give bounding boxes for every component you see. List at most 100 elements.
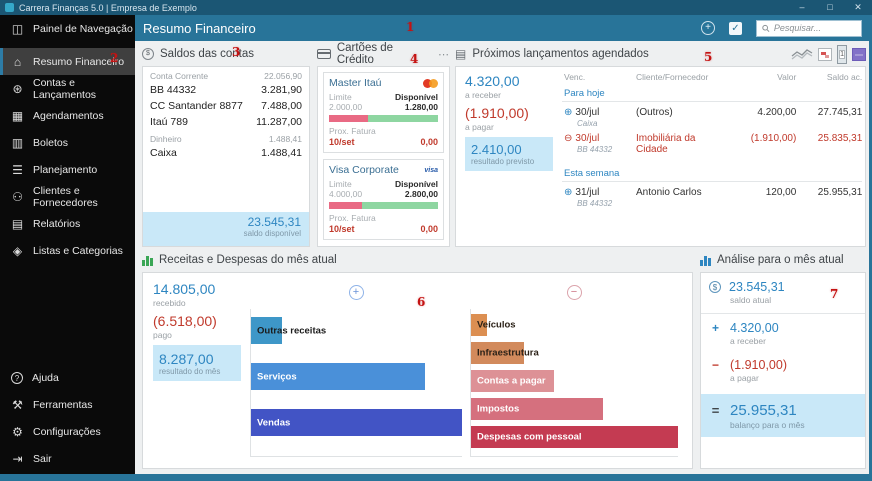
sidebar-item-sair[interactable]: ⇥ Sair	[12, 451, 52, 466]
bar-despesas-com-pessoal: Despesas com pessoal	[471, 426, 678, 448]
equals-icon: =	[711, 403, 720, 418]
exit-icon: ⇥	[12, 451, 23, 466]
limit-usage-bar	[329, 202, 438, 209]
blue-chart-icon	[700, 254, 711, 266]
accounts-panel-title: Saldos das contas	[160, 48, 254, 60]
calendar-appointments-icon[interactable]	[818, 47, 833, 61]
callout-2: 2	[110, 51, 119, 65]
sidebar-item-ferramentas[interactable]: ⚒ Ferramentas	[12, 397, 93, 412]
bar-infraestrutura: Infraestrutura	[471, 342, 539, 364]
sidebar-item-agendamentos[interactable]: ▦ Agendamentos	[11, 108, 104, 123]
income-expense-panel: Receitas e Despesas do mês atual 14.805,…	[142, 252, 693, 469]
group-label-this-week: Esta semana	[562, 165, 863, 182]
sidebar-item-ajuda[interactable]: ? Ajuda	[0, 364, 135, 391]
received-value: 14.805,00	[153, 281, 216, 297]
income-icon: ⊕	[564, 106, 573, 118]
table-row[interactable]: ⊕ 31/jul BB 44332 Antonio Carlos 120,00 …	[564, 186, 863, 208]
income-icon: ⊕	[564, 186, 573, 198]
tools-icon: ⚒	[12, 397, 23, 412]
search-input[interactable]	[773, 23, 856, 33]
sidebar-item-relatorios[interactable]: ▤ Relatórios	[11, 216, 81, 231]
payable-value: (1.910,00)	[465, 105, 529, 121]
tasks-check-icon[interactable]: ✓	[729, 21, 742, 35]
bar-servicos: Serviços	[251, 363, 426, 390]
expense-chart: − Veículos Infraestrutura Contas a pagar…	[470, 285, 678, 465]
account-group-header: Dinheiro 1.488,41	[150, 134, 302, 144]
forecast-result: 2.410,00 resultado previsto	[465, 137, 553, 171]
credit-cards-panel: Cartões de Crédito ⋯ Master Itaú Limite …	[317, 42, 450, 247]
analysis-panel-title: Análise para o mês atual	[717, 254, 844, 266]
sidebar-item-planejamento[interactable]: ☰ Planejamento	[12, 162, 98, 177]
more-menu-icon[interactable]: ⋯	[438, 48, 450, 61]
trend-icon[interactable]	[791, 48, 813, 60]
analysis-row-a-receber: + 4.320,00 a receber	[701, 314, 865, 351]
bar-outras-receitas: Outras receitas	[251, 317, 326, 344]
table-row[interactable]: ⊖ 30/jul BB 44332 Imobiliária da Cidade …	[564, 132, 863, 155]
calendar-day-view-selected[interactable]: 1	[837, 44, 847, 64]
sidebar-item-resumo-financeiro[interactable]: ⌂ Resumo Financeiro	[0, 48, 135, 75]
sidebar-item-contas-e-lancamentos[interactable]: ⊛ Contas e Lançamentos	[12, 76, 97, 101]
account-row[interactable]: CC Santander 8877 7.488,00	[150, 100, 302, 112]
table-header: Venc. Cliente/Fornecedor Valor Saldo ac.	[564, 72, 863, 82]
sidebar-item-configuracoes[interactable]: ⚙ Configurações	[12, 424, 101, 439]
credit-card-icon	[317, 49, 331, 59]
tag-icon: ◈	[12, 243, 23, 258]
sidebar-item-boletos[interactable]: ▥ Boletos	[11, 135, 69, 150]
page-title: Resumo Financeiro	[143, 20, 256, 36]
home-icon: ⌂	[13, 54, 22, 69]
bar-impostos: Impostos	[471, 398, 603, 420]
account-row[interactable]: Caixa 1.488,41	[150, 147, 302, 159]
app-icon	[5, 3, 14, 12]
close-button[interactable]: ✕	[854, 2, 862, 12]
table-row[interactable]: ⊕ 30/jul Caixa (Outros) 4.200,00 27.745,…	[564, 106, 863, 128]
schedule-summary: 4.320,00 a receber (1.910,00) a pagar 2.…	[456, 67, 556, 246]
analysis-row-saldo-atual: $ 23.545,31 saldo atual	[701, 273, 865, 314]
schedule-panel-title: Próximos lançamentos agendados	[472, 48, 649, 60]
calendar-icon: ▦	[11, 108, 24, 123]
window-title: Carrera Finanças 5.0 | Empresa de Exempl…	[19, 2, 197, 13]
expense-toggle-icon[interactable]: −	[566, 285, 582, 300]
month-result: 8.287,00 resultado do mês	[153, 345, 241, 381]
coin-hand-icon: ⊛	[12, 81, 23, 96]
receivable-value: 4.320,00	[465, 73, 520, 89]
income-toggle-icon[interactable]: +	[348, 285, 364, 300]
dollar-circle-icon: $	[709, 281, 721, 293]
analysis-panel: Análise para o mês atual $ 23.545,31 sal…	[700, 252, 866, 469]
minimize-button[interactable]: –	[799, 2, 805, 12]
calendar-month-icon[interactable]	[852, 47, 866, 61]
barcode-icon: ▥	[11, 135, 24, 150]
account-row[interactable]: BB 44332 3.281,90	[150, 84, 302, 96]
credit-card-master-itau[interactable]: Master Itaú Limite Disponível 2.000,00 1…	[323, 72, 444, 153]
search-box[interactable]	[756, 19, 862, 37]
account-row[interactable]: Itaú 789 11.287,00	[150, 116, 302, 128]
analysis-row-balanco: = 25.955,31 balanço para o mês	[701, 394, 865, 437]
mastercard-icon	[423, 78, 438, 88]
schedule-panel: ▤ Próximos lançamentos agendados 1 4.320…	[455, 44, 868, 247]
bar-vendas: Vendas	[251, 409, 462, 436]
credit-card-visa-corporate[interactable]: Visa Corporate visa Limite Disponível 4.…	[323, 159, 444, 240]
available-balance: 23.545,31 saldo disponível	[143, 212, 309, 246]
window-bottom-border	[0, 474, 872, 481]
maximize-button[interactable]: □	[827, 2, 833, 12]
gear-icon: ⚙	[12, 424, 23, 439]
notebook-icon: ▤	[455, 47, 467, 61]
account-group-header: Conta Corrente 22.056,90	[150, 71, 302, 81]
income-chart: + Outras receitas Serviços Vendas	[250, 285, 462, 465]
callout-6: 6	[417, 295, 426, 309]
sidebar-item-painel-de-navegacao[interactable]: ◫ Painel de Navegação	[11, 21, 133, 36]
sidebar-item-clientes-e-fornecedores[interactable]: ⚇ Clientes e Fornecedores	[12, 184, 98, 209]
calendar-day-icon: 1	[839, 49, 845, 59]
paid-value: (6.518,00)	[153, 313, 217, 329]
sidebar-item-listas-e-categorias[interactable]: ◈ Listas e Categorias	[12, 243, 123, 258]
list-icon: ☰	[12, 162, 23, 177]
callout-5: 5	[704, 50, 713, 64]
schedule-table: Venc. Cliente/Fornecedor Valor Saldo ac.…	[556, 67, 868, 246]
callout-3: 3	[232, 45, 241, 59]
window-right-border	[869, 15, 872, 481]
minus-icon: −	[711, 358, 719, 372]
coins-icon: $	[142, 48, 154, 60]
report-icon: ▤	[11, 216, 24, 231]
credit-cards-panel-title: Cartões de Crédito	[336, 42, 394, 66]
group-label-today: Para hoje	[562, 85, 863, 102]
add-icon[interactable]: +	[701, 21, 715, 35]
